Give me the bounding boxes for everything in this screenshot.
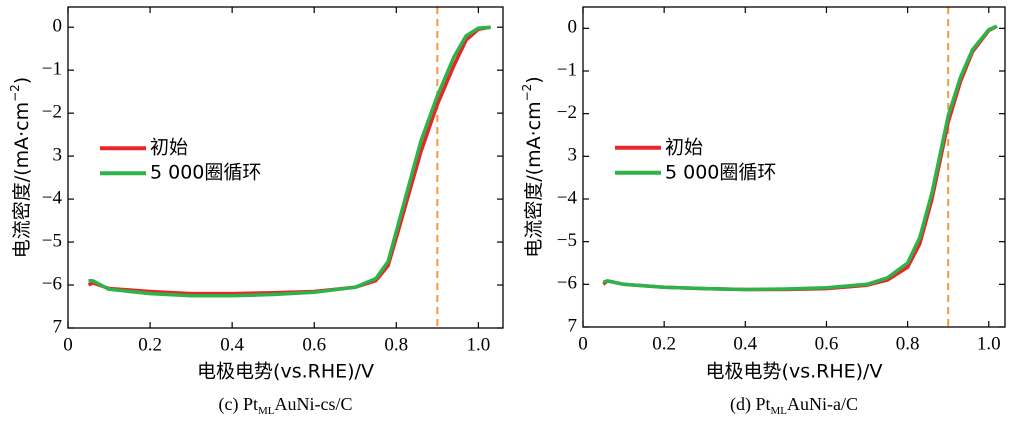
caption-sub: ML xyxy=(258,405,275,417)
y-tick-label: 0 xyxy=(568,17,578,38)
y-tick-label: 3 xyxy=(53,144,63,165)
x-tick-label: 0 xyxy=(578,333,588,354)
x-tick-label: 0.8 xyxy=(384,334,408,355)
y-tick-label: −2 xyxy=(42,101,62,122)
caption-text: (c) Pt xyxy=(219,394,259,415)
series-line xyxy=(602,24,998,292)
caption: (c) PtMLAuNi-cs/C xyxy=(219,394,353,416)
plot-frame xyxy=(67,6,504,329)
caption: (d) PtMLAuNi-a/C xyxy=(730,394,858,416)
y-tick-label: 0 xyxy=(53,16,63,37)
x-tick-label: 0.4 xyxy=(220,334,244,355)
y-tick-label: −2 xyxy=(557,102,577,123)
y-tick-label: 7 xyxy=(568,315,578,336)
legend-label: 5 000圈循环 xyxy=(150,162,261,184)
caption-end: AuNi-a/C xyxy=(787,394,858,414)
y-axis-label: 电流密度/(mA·cm−2) xyxy=(520,76,545,257)
y-tick-label: −6 xyxy=(557,273,577,294)
x-tick-label: 1.0 xyxy=(467,334,491,355)
y-axis-label-sup: −2 xyxy=(520,84,534,102)
y-tick-label: −1 xyxy=(42,59,62,80)
x-tick-label: 0.2 xyxy=(652,333,676,354)
y-axis-label: 电流密度/(mA·cm−2) xyxy=(8,77,33,258)
x-tick-label: 0.8 xyxy=(896,333,920,354)
x-axis-label: 电极电势(vs.RHE)/V xyxy=(197,361,374,383)
series-line xyxy=(88,25,491,298)
x-axis-label: 电极电势(vs.RHE)/V xyxy=(706,361,883,383)
y-tick-label: −1 xyxy=(557,59,577,80)
y-tick-label: −5 xyxy=(42,230,62,251)
y-tick-label: 7 xyxy=(53,316,63,337)
y-tick-label: −4 xyxy=(557,187,578,208)
x-tick-label: 0.6 xyxy=(815,333,839,354)
caption-end: AuNi-cs/C xyxy=(275,394,353,414)
y-axis-label-text: 电流密度/(mA·cm xyxy=(523,101,545,257)
y-axis-label-end: ) xyxy=(523,76,545,83)
y-axis-label-end: ) xyxy=(11,77,33,84)
legend-label: 初始 xyxy=(665,136,703,158)
y-tick-label: 3 xyxy=(568,145,578,166)
y-axis-label-sup: −2 xyxy=(8,84,22,102)
legend-label: 5 000圈循环 xyxy=(665,161,776,183)
series-line xyxy=(87,25,491,296)
x-tick-label: 0.2 xyxy=(138,334,162,355)
x-tick-label: 0 xyxy=(63,334,73,355)
legend-label: 初始 xyxy=(150,137,188,159)
x-tick-label: 0.4 xyxy=(733,333,757,354)
caption-text: (d) Pt xyxy=(730,394,771,415)
y-tick-label: −5 xyxy=(557,230,577,251)
plot-frame xyxy=(582,6,1006,328)
caption-sub: ML xyxy=(771,405,788,417)
y-tick-label: −4 xyxy=(42,187,63,208)
x-tick-label: 1.0 xyxy=(977,333,1001,354)
y-tick-label: −6 xyxy=(42,273,62,294)
y-axis-label-text: 电流密度/(mA·cm xyxy=(11,102,33,258)
x-tick-label: 0.6 xyxy=(302,334,326,355)
